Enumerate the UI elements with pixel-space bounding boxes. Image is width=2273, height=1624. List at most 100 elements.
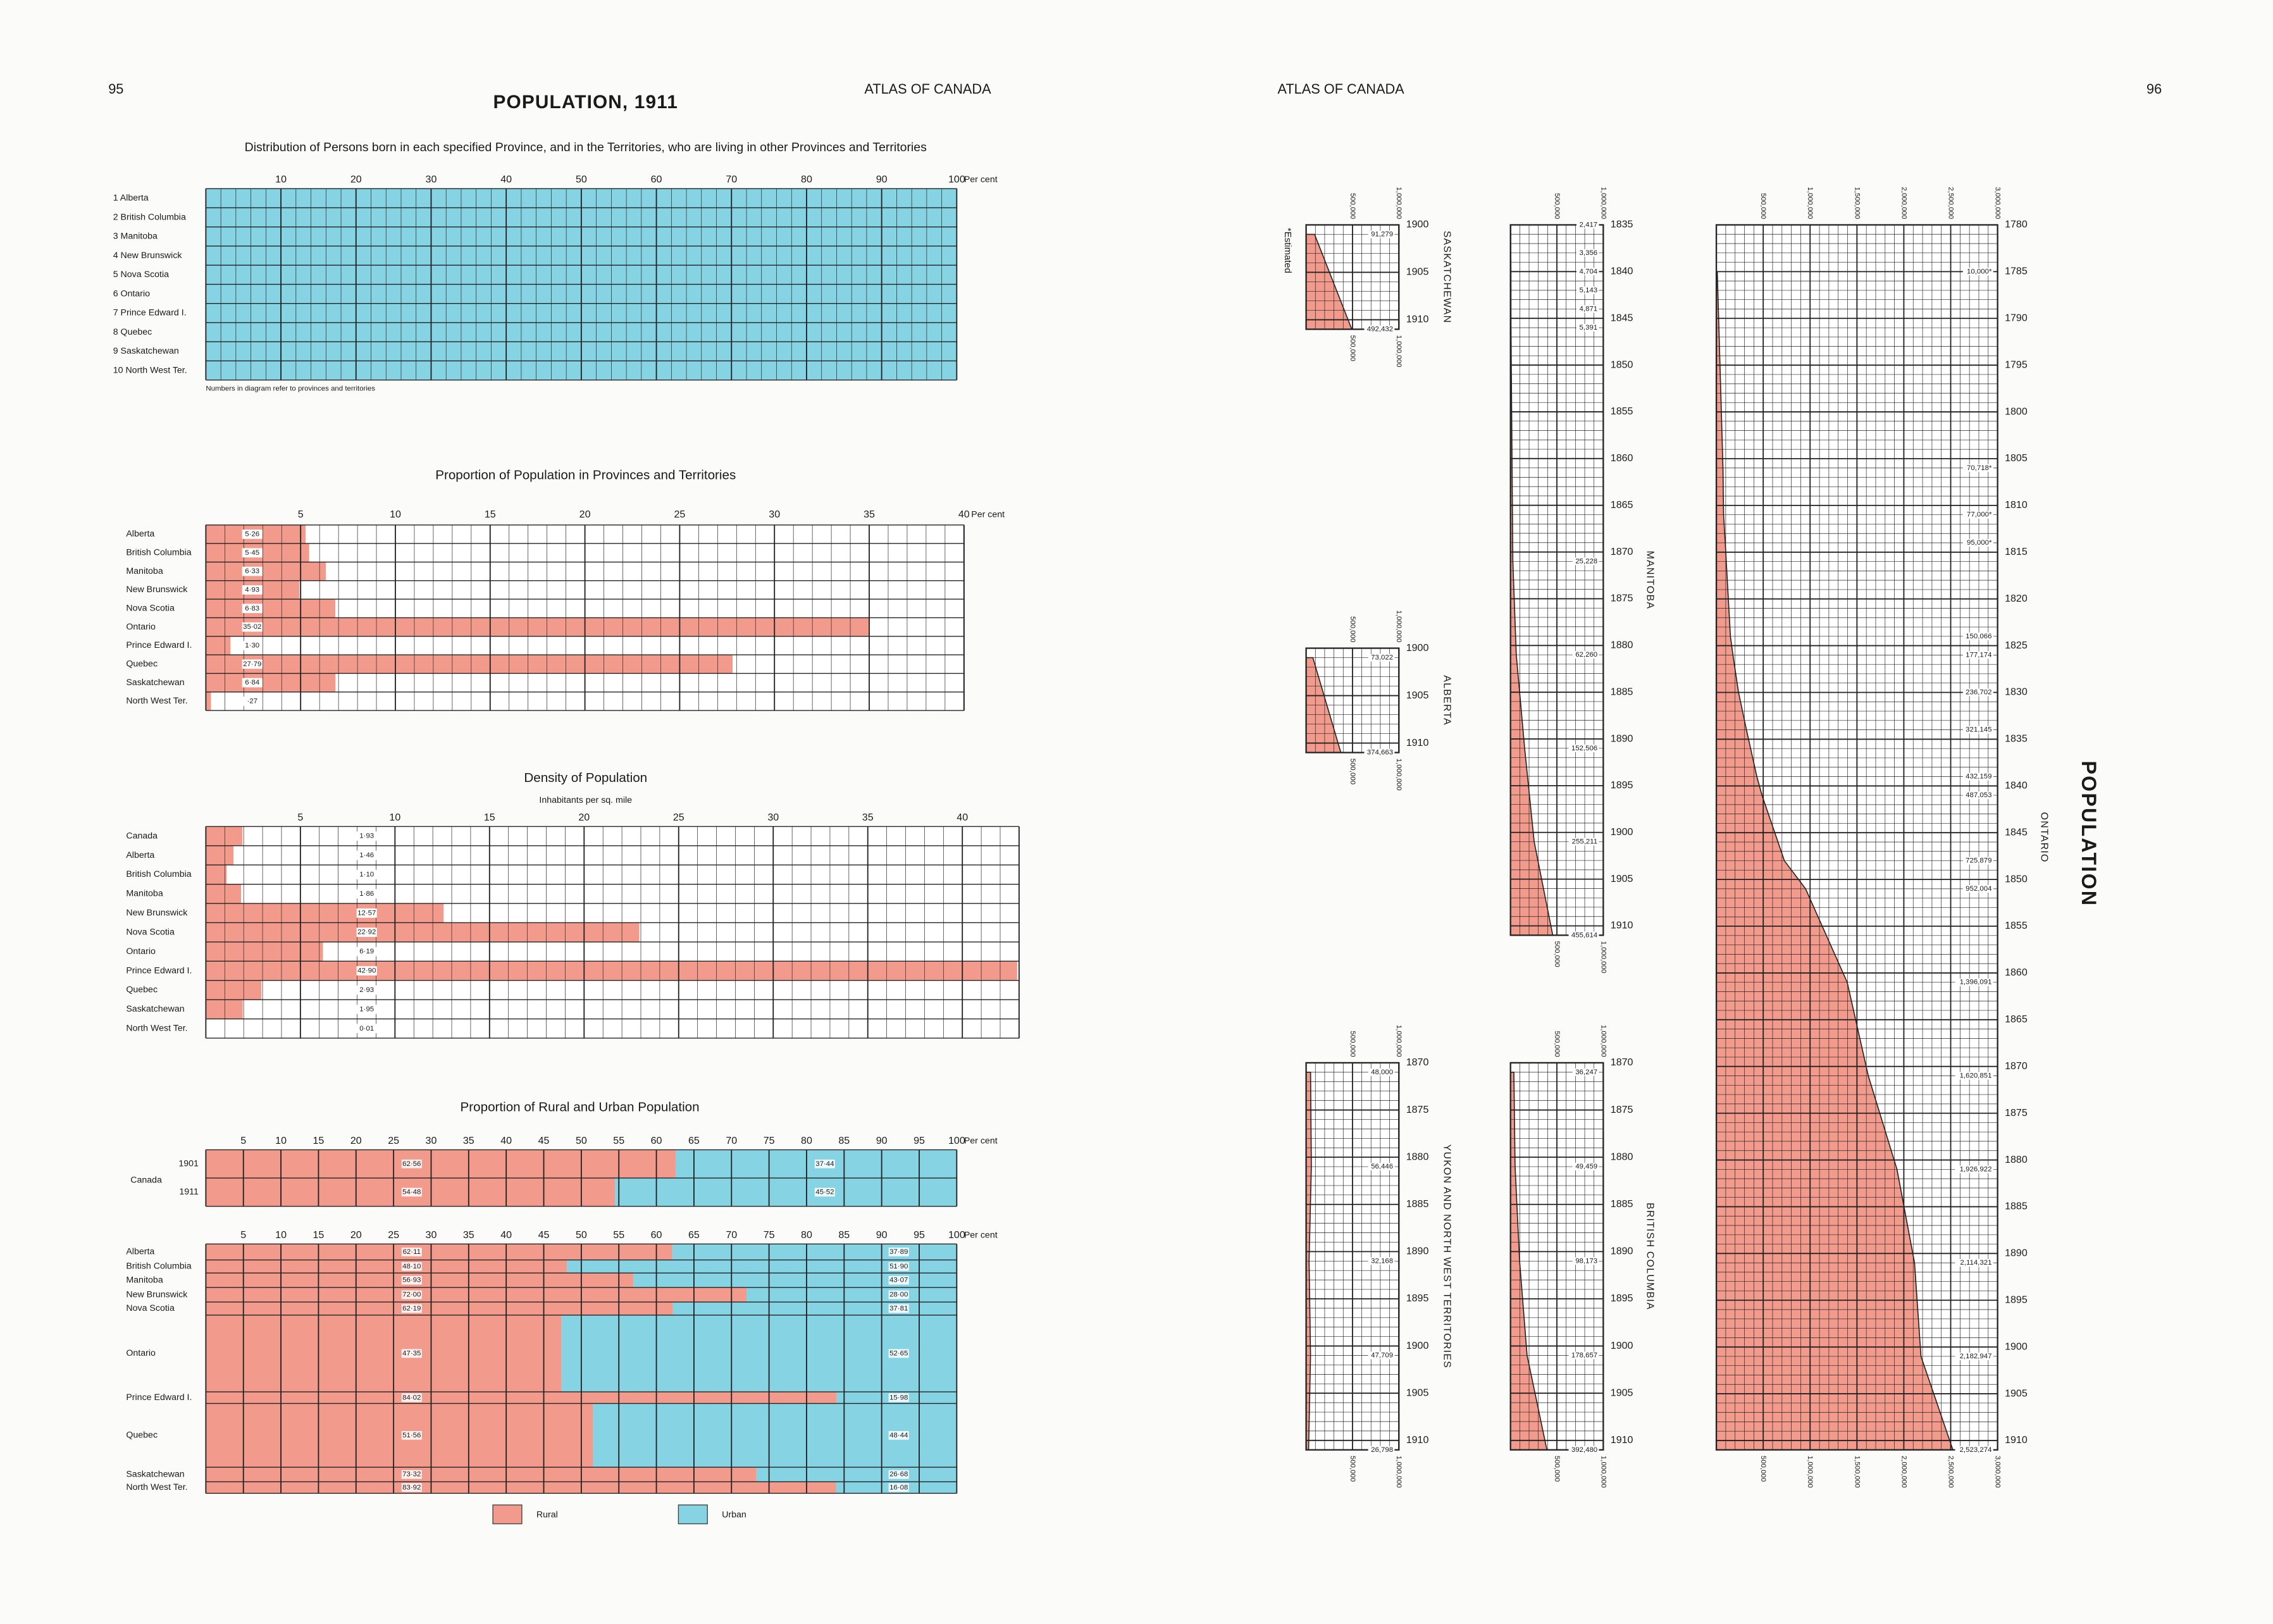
y-tick-label: 1835 [1611,219,1633,230]
y-tick-label: 1910 [1611,1434,1633,1446]
y-tick-label: 1905 [1406,690,1429,701]
x-tick-label: 1,000,000 [1806,187,1814,219]
label-background [356,850,377,860]
x-tick-label: 500,000 [1349,759,1356,784]
x-tick-label: 20 [578,812,590,823]
value-label: 374,663 [1367,749,1393,757]
x-tick-label: 15 [485,509,496,520]
bar-segment [206,1260,567,1274]
label-background [1568,1446,1599,1454]
x-axis-label: Per cent [964,1230,998,1240]
y-tick-label: 1850 [1611,359,1633,370]
y-tick-label: 1905 [1611,873,1633,884]
x-tick-label: 1,000,000 [1599,941,1607,973]
x-tick-label: 90 [876,174,888,185]
label-background [1364,325,1395,333]
category-label: Ontario [126,1348,156,1358]
bar-segment [567,1260,957,1274]
x-tick-label: 500,000 [1553,193,1561,219]
value-label: 47,709 [1371,1352,1393,1360]
y-tick-label: 1900 [1406,642,1429,654]
value-label: 36,247 [1575,1069,1597,1076]
bar [206,826,243,846]
bar-segment [206,1467,757,1482]
x-tick-label: 25 [388,1229,399,1241]
value-label: 392,480 [1571,1446,1597,1454]
y-tick-label: 1875 [1611,1104,1633,1115]
y-tick-label: 1885 [2005,1201,2028,1212]
category-label: Alberta [126,1247,154,1257]
value-label: 48·44 [889,1432,908,1439]
label-background [1368,1068,1395,1076]
x-tick-label: 80 [801,1229,812,1241]
chart-title: Proportion of Rural and Urban Population [461,1100,700,1114]
x-tick-label: 1,000,000 [1395,187,1403,219]
page-title: POPULATION, 1911 [493,92,678,113]
y-tick-label: 1875 [1611,593,1633,604]
y-tick-label: 1840 [1611,266,1633,277]
y-tick-label: 1885 [1611,686,1633,697]
x-tick-label: 2,500,000 [1947,187,1955,219]
category-label: 7 Prince Edward I. [113,308,187,318]
chart-subtitle: Inhabitants per sq. mile [539,795,632,805]
chart-title: MANITOBA [1644,551,1656,610]
plot-frame [1509,224,1604,936]
label-background [242,641,263,650]
label-background [888,1290,909,1299]
x-tick-label: 25 [673,812,684,823]
category-label: 3 Manitoba [113,232,158,242]
category-label: 10 North West Ter. [113,365,187,375]
chart-note: Numbers in diagram refer to provinces an… [206,385,375,392]
value-label: 72·00 [402,1291,421,1299]
value-label: 1·93 [359,833,374,840]
chart-title: ONTARIO [2039,812,2050,863]
bar [206,941,323,962]
label-background [888,1261,909,1271]
y-tick-label: 1875 [2005,1107,2028,1119]
value-label: 1·95 [359,1005,374,1013]
bar-segment [206,1392,837,1404]
bar-segment [206,1403,593,1468]
x-tick-label: 35 [864,509,875,520]
y-tick-label: 1825 [2005,640,2028,651]
x-tick-label: 5 [297,812,303,823]
x-tick-label: 100 [948,1229,965,1241]
label-background [1962,791,1993,800]
label-background [888,1483,909,1492]
value-label: 152,506 [1571,745,1597,752]
label-background [356,1024,377,1034]
value-label: 1,926,922 [1960,1165,1992,1173]
x-tick-label: 25 [674,509,685,520]
y-tick-label: 1895 [1611,779,1633,791]
y-tick-label: 1880 [1406,1151,1429,1162]
bar [206,599,336,618]
plot-frame [1715,224,1998,1451]
y-tick-label: 1790 [2005,313,2028,324]
x-tick-label: 10 [275,174,287,185]
label-background [1955,1259,1993,1267]
x-tick-label: 40 [500,174,512,185]
category-label: 9 Saskatchewan [113,346,179,356]
label-background [1568,931,1599,939]
bar [206,980,261,1000]
label-background [242,678,263,688]
bar [206,636,231,655]
label-background [356,927,377,938]
value-label: 16·08 [889,1484,908,1491]
x-tick-label: 1,000,000 [1395,335,1403,368]
x-tick-label: 35 [862,812,874,823]
x-tick-label: 5 [298,509,304,520]
y-tick-label: 1905 [2005,1387,2028,1399]
x-tick-label: 3,000,000 [1994,1456,2002,1488]
label-background [1368,1257,1395,1265]
x-tick-label: 100 [948,1135,965,1146]
label-background [1962,688,1993,697]
value-label: 2·93 [359,986,374,994]
value-label: 178,657 [1571,1352,1597,1360]
legend-swatch [492,1504,523,1525]
x-tick-label: 50 [576,1135,587,1146]
x-tick-label: 3,000,000 [1994,187,2002,219]
value-label: 91,279 [1371,230,1393,238]
x-tick-label: 1,500,000 [1853,1456,1861,1488]
